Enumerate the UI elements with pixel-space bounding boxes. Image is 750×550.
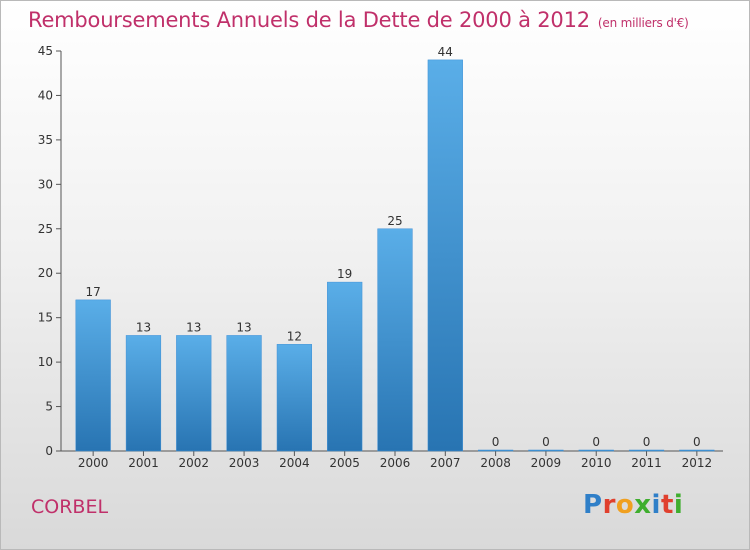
- x-tick-label: 2011: [631, 456, 662, 470]
- chart-title: Remboursements Annuels de la Dette de 20…: [28, 8, 689, 32]
- axes: 0 5 10 15 20 25 30 35 40 45 2000 2001 2002 2003 2004 20…: [38, 44, 723, 470]
- data-label: 0: [693, 435, 701, 449]
- y-tick-label: 45: [38, 44, 53, 58]
- logo-letter: i: [673, 490, 684, 520]
- data-labels: 17 13 13 13 12 19 25 44 0 0 0 0 0: [86, 45, 701, 449]
- title-text: Remboursements Annuels de la Dette de 20…: [28, 8, 590, 32]
- bar: [276, 344, 312, 452]
- x-tick-label: 2012: [682, 456, 713, 470]
- logo-letter: i: [651, 490, 661, 520]
- bar: [176, 335, 212, 452]
- data-label: 13: [236, 320, 251, 334]
- bar: [226, 335, 262, 452]
- logo-letter: t: [660, 490, 674, 520]
- y-tick-label: 40: [38, 88, 53, 102]
- y-tick-label: 0: [45, 444, 53, 458]
- data-label: 17: [86, 285, 101, 299]
- x-tick-label: 2003: [229, 456, 260, 470]
- y-tick-label: 35: [38, 133, 53, 147]
- bar: [528, 449, 564, 452]
- chart-subtitle: (en milliers d'€): [597, 16, 689, 30]
- logo-letter: r: [602, 490, 616, 520]
- logo-letter: P: [583, 490, 603, 520]
- proxiti-logo: Proxiti: [583, 490, 683, 520]
- data-label: 44: [438, 45, 453, 59]
- x-tick-label: 2001: [128, 456, 159, 470]
- x-tick-label: 2009: [531, 456, 562, 470]
- y-tick-label: 5: [45, 400, 53, 414]
- data-label: 25: [387, 214, 402, 228]
- x-tick-label: 2006: [380, 456, 411, 470]
- y-tick-label: 20: [38, 266, 53, 280]
- data-label: 19: [337, 267, 352, 281]
- bar: [377, 228, 413, 452]
- data-label: 12: [287, 329, 302, 343]
- data-label: 0: [542, 435, 550, 449]
- commune-name: CORBEL: [31, 496, 109, 518]
- x-tick-label: 2010: [581, 456, 612, 470]
- x-tick-label: 2004: [279, 456, 310, 470]
- bars: [75, 59, 715, 452]
- x-tick-label: 2008: [480, 456, 511, 470]
- x-tick-label: 2007: [430, 456, 461, 470]
- bar: [125, 335, 162, 452]
- data-label: 13: [186, 320, 201, 334]
- data-label: 0: [492, 435, 500, 449]
- bar: [327, 281, 363, 452]
- y-tick-label: 10: [38, 355, 53, 369]
- data-label: 0: [643, 435, 651, 449]
- bar: [427, 59, 463, 452]
- bar: [679, 449, 715, 452]
- x-tick-label: 2002: [178, 456, 209, 470]
- data-label: 13: [136, 320, 151, 334]
- logo-letter: x: [634, 490, 652, 520]
- logo-letter: o: [615, 490, 635, 520]
- bar: [75, 299, 111, 452]
- y-tick-label: 15: [38, 311, 53, 325]
- bar: [578, 449, 614, 452]
- data-label: 0: [592, 435, 600, 449]
- y-tick-label: 25: [38, 222, 53, 236]
- y-tick-label: 30: [38, 177, 53, 191]
- bar: [628, 449, 665, 452]
- bar: [478, 449, 514, 452]
- x-tick-label: 2000: [78, 456, 109, 470]
- x-tick-label: 2005: [329, 456, 360, 470]
